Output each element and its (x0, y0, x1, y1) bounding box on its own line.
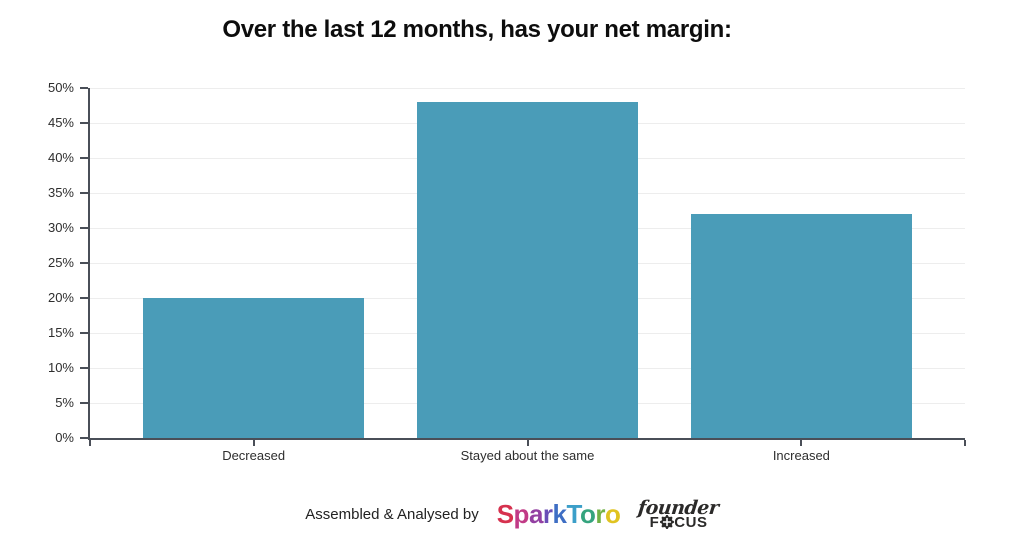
y-axis-tick (80, 367, 88, 369)
gear-icon (659, 515, 674, 529)
chart-title: Over the last 12 months, has your net ma… (222, 16, 732, 43)
y-axis-tick (80, 297, 88, 299)
founderfocus-caps-text: F CUS (650, 515, 708, 530)
x-tick-label: Decreased (222, 448, 286, 463)
x-axis-tick (252, 440, 255, 446)
y-tick-label: 5% (55, 395, 74, 410)
x-axis-tick (526, 440, 529, 446)
gridline (90, 87, 965, 89)
sparktoro-letter: o (604, 498, 621, 529)
plot-area: 0% 5% 10% 15% 20% 25% 30% 35% 40% 45% 50% Decreased… (48, 80, 966, 463)
y-axis-tick (80, 157, 88, 159)
bar-increased (691, 214, 912, 438)
bar-decreased (143, 298, 364, 438)
founderfocus-logo: founder F (637, 496, 720, 530)
sparktoro-letter: r (542, 498, 553, 529)
sparktoro-letter: S (496, 498, 514, 529)
x-axis-tick (800, 440, 803, 446)
x-axis-line (88, 438, 965, 440)
sparktoro-letter: T (566, 498, 581, 529)
y-tick-label: 45% (47, 115, 74, 130)
y-axis-tick (80, 122, 88, 124)
sparktoro-logo: SparkToro (497, 499, 621, 530)
y-tick-label: 0% (55, 430, 74, 445)
y-tick-label: 35% (47, 185, 74, 200)
attribution-footer: Assembled & Analysed by SparkToro founde… (0, 488, 1024, 540)
y-tick-label: 50% (47, 80, 74, 95)
x-tick-label: Stayed about the same (460, 448, 595, 463)
y-tick-label: 15% (47, 325, 74, 340)
sparktoro-letter: k (552, 498, 567, 529)
y-tick-label: 20% (47, 290, 74, 305)
y-axis-tick (80, 192, 88, 194)
x-axis-end-tick (964, 440, 966, 446)
focus-suffix-text: CUS (674, 513, 708, 531)
founderfocus-script-text: founder (637, 496, 720, 519)
y-tick-label: 10% (47, 360, 74, 375)
sparktoro-letter: p (513, 498, 530, 529)
y-tick-label: 30% (47, 220, 74, 235)
y-axis-tick (80, 402, 88, 404)
y-axis-tick (80, 332, 88, 334)
y-axis-tick (80, 262, 88, 264)
attribution-text: Assembled & Analysed by (305, 505, 479, 523)
y-tick-label: 25% (47, 255, 74, 270)
sparktoro-letter: o (579, 498, 596, 529)
y-axis-tick (80, 87, 88, 89)
y-axis-tick (80, 227, 88, 229)
sparktoro-letter: a (528, 498, 543, 529)
sparktoro-letter: r (595, 498, 605, 529)
x-axis-end-tick (89, 440, 91, 446)
bar-stayed-about-the-same (417, 102, 638, 438)
y-axis-tick (80, 437, 88, 439)
x-tick-label: Increased (772, 448, 830, 463)
focus-prefix-text: F (649, 513, 660, 531)
y-axis-line (88, 88, 90, 440)
y-tick-label: 40% (47, 150, 74, 165)
